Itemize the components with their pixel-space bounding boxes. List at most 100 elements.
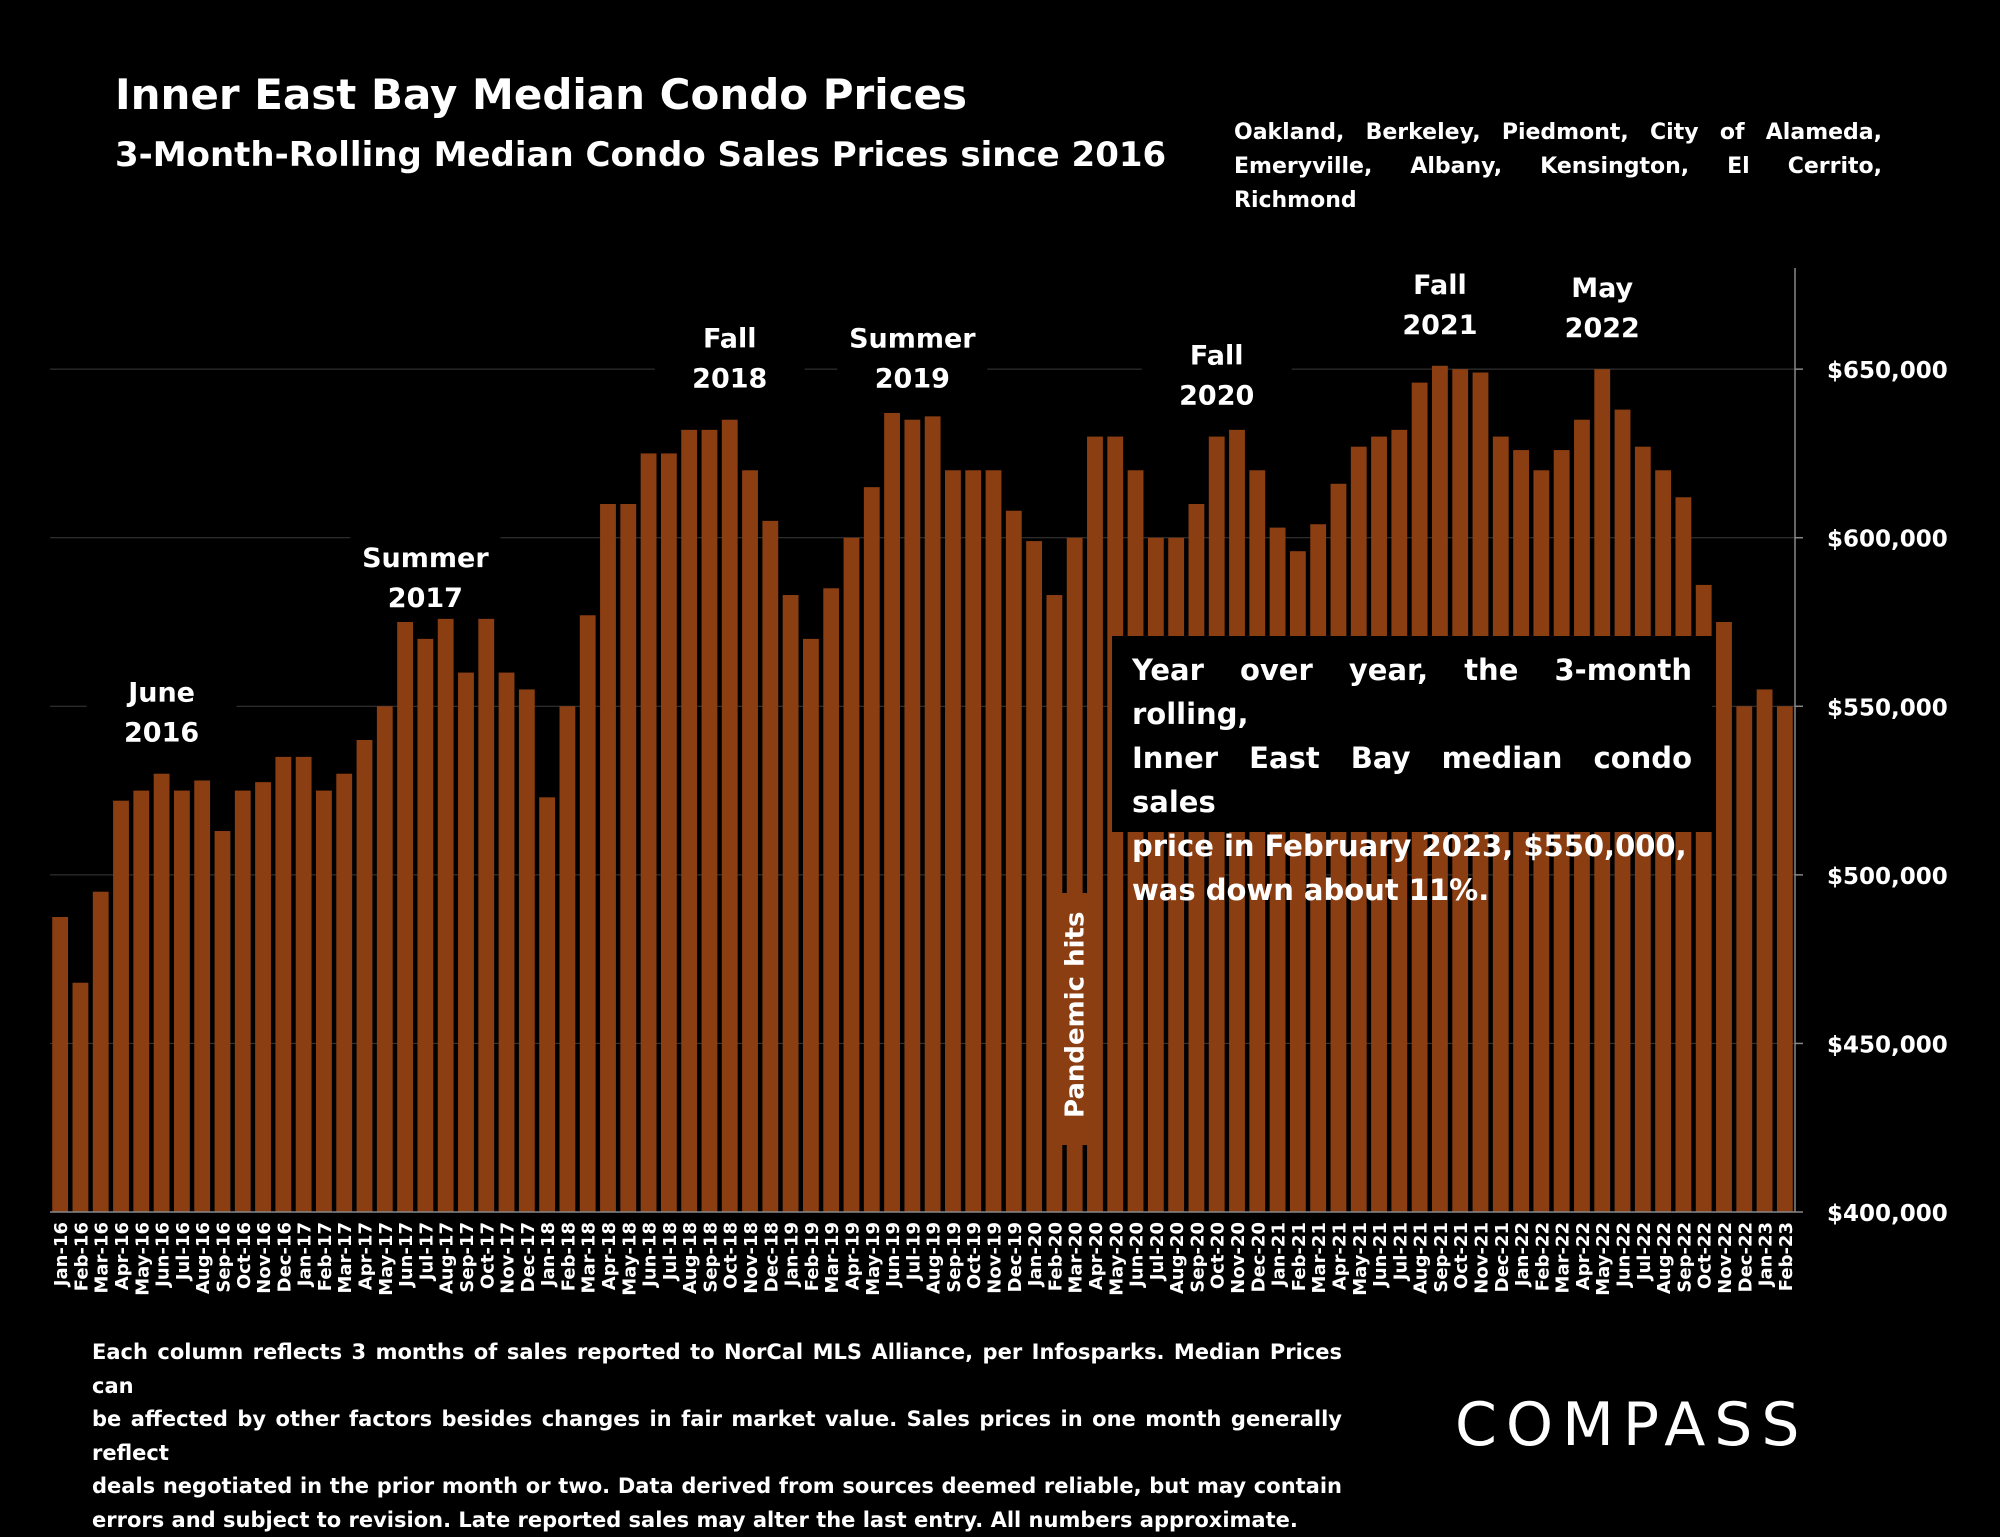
summary-callout: Year over year, the 3-month rolling, Inn… [1112,636,1712,832]
annotation-label: Fall [1413,270,1467,301]
annotation-label: 2016 [124,718,199,749]
callout-line: price in February 2023, $550,000, [1132,824,1692,868]
x-tick-label: Aug-20 [1167,1222,1188,1294]
x-tick-label: May-17 [376,1222,397,1296]
x-tick-label: Jan-16 [51,1222,72,1288]
bar [702,430,718,1212]
bar [620,504,636,1212]
bar [296,757,312,1212]
x-tick-label: Aug-19 [924,1222,945,1294]
bar [1757,689,1773,1212]
y-tick-label: $650,000 [1827,358,1948,384]
bar [357,740,373,1212]
annotation-label: Fall [1190,341,1244,372]
bar [215,831,231,1212]
annotation-label: Summer [362,543,489,574]
annotation-label: Summer [849,324,976,355]
bar [275,757,291,1212]
x-tick-label: Feb-20 [1045,1222,1066,1291]
bar [397,622,413,1212]
event-label: Pandemic hits [1051,893,1099,1145]
x-tick-label: Mar-16 [92,1222,113,1293]
bar [519,689,535,1212]
x-tick-label: Dec-22 [1735,1222,1756,1292]
x-tick-label: Dec-18 [761,1222,782,1292]
annotation-label: 2019 [875,364,950,395]
bar [661,453,677,1212]
x-tick-label: Feb-22 [1532,1222,1553,1291]
x-tick-label: Oct-18 [721,1222,742,1289]
x-tick-label: Jun-19 [883,1222,904,1289]
x-tick-label: Oct-19 [964,1222,985,1289]
x-tick-label: Apr-16 [112,1222,133,1290]
x-tick-label: Nov-16 [254,1222,275,1294]
bar [336,774,352,1212]
compass-logo: COMPASS [1455,1390,1808,1460]
bar [154,774,170,1212]
x-tick-label: Sep-18 [700,1222,721,1293]
x-tick-label: Apr-19 [842,1222,863,1290]
bar [316,791,332,1212]
bar [1006,511,1022,1212]
x-tick-label: Jan-22 [1512,1222,1533,1288]
bar [255,782,271,1212]
bar [113,801,129,1212]
x-tick-label: Jan-19 [782,1222,803,1288]
footnote: Each column reflects 3 months of sales r… [92,1336,1342,1537]
x-tick-label: Jul-21 [1390,1222,1411,1282]
bar [174,791,190,1212]
y-tick-label: $550,000 [1827,695,1948,721]
y-tick-label: $600,000 [1827,527,1948,553]
bar [965,470,981,1212]
bar [458,673,474,1212]
x-tick-label: Apr-20 [1086,1222,1107,1290]
footnote-line: Each column reflects 3 months of sales r… [92,1336,1342,1403]
bar [925,416,941,1212]
x-tick-label: Feb-17 [315,1222,336,1291]
bar [742,470,758,1212]
bar [93,892,109,1212]
x-tick-label: Jun-20 [1127,1222,1148,1289]
x-tick-label: May-19 [863,1222,884,1296]
annotation-label: 2022 [1565,313,1640,344]
bar [600,504,616,1212]
x-tick-label: Aug-17 [437,1222,458,1294]
x-tick-label: Nov-22 [1715,1222,1736,1294]
x-tick-label: Sep-21 [1431,1222,1452,1293]
x-tick-label: Nov-19 [985,1222,1006,1294]
x-tick-label: Dec-21 [1492,1222,1513,1292]
footnote-line: be affected by other factors besides cha… [92,1403,1342,1470]
x-tick-label: Mar-18 [579,1222,600,1293]
footnote-line: errors and subject to revision. Late rep… [92,1504,1342,1537]
annotation-label: 2021 [1402,310,1477,341]
annotation-label: Fall [703,324,757,355]
callout-line: was down about 11%. [1132,868,1692,912]
bar [986,470,1002,1212]
bar [823,588,839,1212]
x-tick-label: Nov-17 [498,1222,519,1294]
x-tick-label: Feb-16 [71,1222,92,1291]
bar [377,706,393,1212]
x-tick-label: Jun-16 [153,1222,174,1289]
bar [641,453,657,1212]
x-tick-label: Nov-20 [1228,1222,1249,1294]
x-tick-label: Sep-22 [1674,1222,1695,1293]
x-tick-label: May-20 [1106,1222,1127,1296]
x-tick-label: Feb-21 [1289,1222,1310,1291]
x-tick-label: Apr-17 [356,1222,377,1290]
x-tick-label: Sep-17 [457,1222,478,1293]
x-tick-label: Mar-21 [1309,1222,1330,1293]
x-tick-label: Oct-22 [1695,1222,1716,1289]
x-tick-label: May-18 [619,1222,640,1296]
y-tick-label: $500,000 [1827,864,1948,890]
x-tick-label: Aug-21 [1411,1222,1432,1294]
bar [73,983,89,1212]
x-tick-label: Apr-22 [1573,1222,1594,1290]
x-tick-label: Mar-19 [822,1222,843,1293]
x-tick-label: Oct-17 [477,1222,498,1289]
x-tick-label: Dec-20 [1248,1222,1269,1292]
bar [1736,706,1752,1212]
event-label-text: Pandemic hits [1061,912,1091,1118]
x-tick-label: Feb-19 [802,1222,823,1291]
x-tick-label: Dec-17 [518,1222,539,1292]
